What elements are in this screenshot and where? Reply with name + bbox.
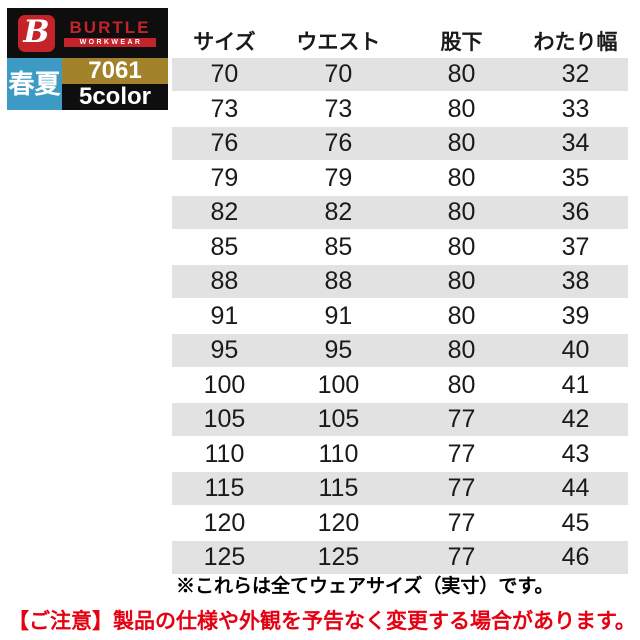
table-cell: 77 bbox=[399, 471, 524, 507]
table-row: 76 76 80 34 bbox=[172, 126, 628, 162]
table-cell: 100 bbox=[203, 371, 246, 399]
color-count-badge: 5color bbox=[78, 83, 152, 110]
table-cell: 77 bbox=[399, 540, 524, 576]
table-row: 73 73 80 33 bbox=[172, 92, 628, 127]
table-row: 91 91 80 39 bbox=[172, 299, 628, 334]
table-cell: 36 bbox=[523, 195, 628, 231]
table-cell: 80 bbox=[399, 333, 524, 369]
product-code-block: 7061 5color bbox=[62, 58, 168, 110]
table-cell: 110 bbox=[204, 440, 245, 468]
column-header: 股下 bbox=[440, 31, 483, 54]
burtle-b-logo-icon: B bbox=[18, 13, 55, 52]
table-cell: 120 bbox=[203, 509, 246, 537]
table-cell: 82 bbox=[172, 195, 277, 231]
brand-block: B BURTLE WORKWEAR 春夏 7061 5color bbox=[7, 8, 168, 110]
brand-name: BURTLE bbox=[69, 17, 151, 37]
table-cell: 105 bbox=[172, 402, 277, 438]
table-cell: 70 bbox=[172, 57, 277, 93]
table-cell: 80 bbox=[447, 233, 476, 261]
table-cell: 42 bbox=[523, 402, 628, 438]
table-cell: 110 bbox=[318, 440, 359, 468]
brand-subtitle: WORKWEAR bbox=[64, 37, 156, 48]
table-cell: 70 bbox=[276, 57, 400, 93]
table-cell: 77 bbox=[447, 509, 476, 537]
table-cell: 88 bbox=[172, 264, 277, 300]
product-code: 7061 bbox=[62, 58, 168, 84]
table-cell: 88 bbox=[276, 264, 400, 300]
table-cell: 45 bbox=[561, 509, 590, 537]
table-row: 120 120 77 45 bbox=[172, 506, 628, 541]
column-header: ウエスト bbox=[296, 31, 381, 54]
table-cell: 95 bbox=[276, 333, 400, 369]
table-header-row: サイズ ウエスト 股下 わたり幅 bbox=[172, 25, 628, 58]
table-cell: 120 bbox=[317, 509, 360, 537]
table-cell: 95 bbox=[172, 333, 277, 369]
table-cell: 91 bbox=[210, 302, 239, 330]
brand-badges: 春夏 7061 5color bbox=[7, 58, 168, 110]
table-cell: 37 bbox=[561, 233, 590, 261]
table-cell: 73 bbox=[324, 95, 353, 123]
table-row: 88 88 80 38 bbox=[172, 264, 628, 300]
table-cell: 46 bbox=[523, 540, 628, 576]
table-cell: 34 bbox=[523, 126, 628, 162]
table-cell: 80 bbox=[447, 302, 476, 330]
table-cell: 85 bbox=[324, 233, 353, 261]
table-cell: 79 bbox=[324, 164, 353, 192]
table-cell: 32 bbox=[523, 57, 628, 93]
table-row: 70 70 80 32 bbox=[172, 57, 628, 93]
footnote: ※これらは全てウェアサイズ（実寸）です。 bbox=[176, 576, 554, 597]
table-row: 79 79 80 35 bbox=[172, 161, 628, 196]
table-cell: 80 bbox=[447, 164, 476, 192]
brand-logo: B BURTLE WORKWEAR bbox=[7, 8, 168, 58]
table-cell: 38 bbox=[523, 264, 628, 300]
column-header: わたり幅 bbox=[533, 31, 618, 54]
table-cell: 43 bbox=[561, 440, 590, 468]
table-cell: 80 bbox=[447, 371, 476, 399]
table-row: 125 125 77 46 bbox=[172, 540, 628, 576]
table-cell: 85 bbox=[210, 233, 239, 261]
table-cell: 91 bbox=[324, 302, 353, 330]
table-body: 70 70 80 32 73 73 80 33 76 76 80 34 79 79 80 35 82 82 80 36… bbox=[172, 57, 628, 576]
table-cell: 100 bbox=[317, 371, 360, 399]
table-cell: 79 bbox=[210, 164, 239, 192]
caution-note: 【ご注意】製品の仕様や外観を予告なく変更する場合があります。 bbox=[8, 610, 636, 633]
table-cell: 73 bbox=[210, 95, 239, 123]
table-cell: 115 bbox=[276, 471, 400, 507]
table-cell: 125 bbox=[172, 540, 277, 576]
table-row: 85 85 80 37 bbox=[172, 230, 628, 265]
b-mark-letter: B bbox=[23, 13, 50, 50]
table-cell: 80 bbox=[447, 95, 476, 123]
table-cell: 80 bbox=[399, 195, 524, 231]
season-badge: 春夏 bbox=[7, 58, 62, 110]
table-cell: 76 bbox=[276, 126, 400, 162]
table-cell: 76 bbox=[172, 126, 277, 162]
size-table: サイズ ウエスト 股下 わたり幅 70 70 80 32 73 73 80 33 76 76 80 34 79… bbox=[172, 25, 628, 576]
table-cell: 125 bbox=[276, 540, 400, 576]
table-cell: 105 bbox=[276, 402, 400, 438]
table-cell: 82 bbox=[276, 195, 400, 231]
table-cell: 80 bbox=[399, 126, 524, 162]
table-row: 100 100 80 41 bbox=[172, 368, 628, 403]
table-cell: 39 bbox=[561, 302, 590, 330]
table-cell: 77 bbox=[447, 440, 476, 468]
table-row: 82 82 80 36 bbox=[172, 195, 628, 231]
table-row: 110 110 77 43 bbox=[172, 437, 628, 472]
table-row: 105 105 77 42 bbox=[172, 402, 628, 438]
table-cell: 115 bbox=[172, 471, 277, 507]
table-cell: 33 bbox=[561, 95, 590, 123]
table-cell: 80 bbox=[399, 57, 524, 93]
brand-text: BURTLE WORKWEAR bbox=[64, 19, 156, 48]
table-cell: 35 bbox=[561, 164, 590, 192]
table-cell: 41 bbox=[561, 371, 590, 399]
table-cell: 80 bbox=[399, 264, 524, 300]
table-cell: 44 bbox=[523, 471, 628, 507]
table-row: 95 95 80 40 bbox=[172, 333, 628, 369]
table-cell: 40 bbox=[523, 333, 628, 369]
table-cell: 77 bbox=[399, 402, 524, 438]
column-header: サイズ bbox=[193, 31, 256, 54]
table-row: 115 115 77 44 bbox=[172, 471, 628, 507]
